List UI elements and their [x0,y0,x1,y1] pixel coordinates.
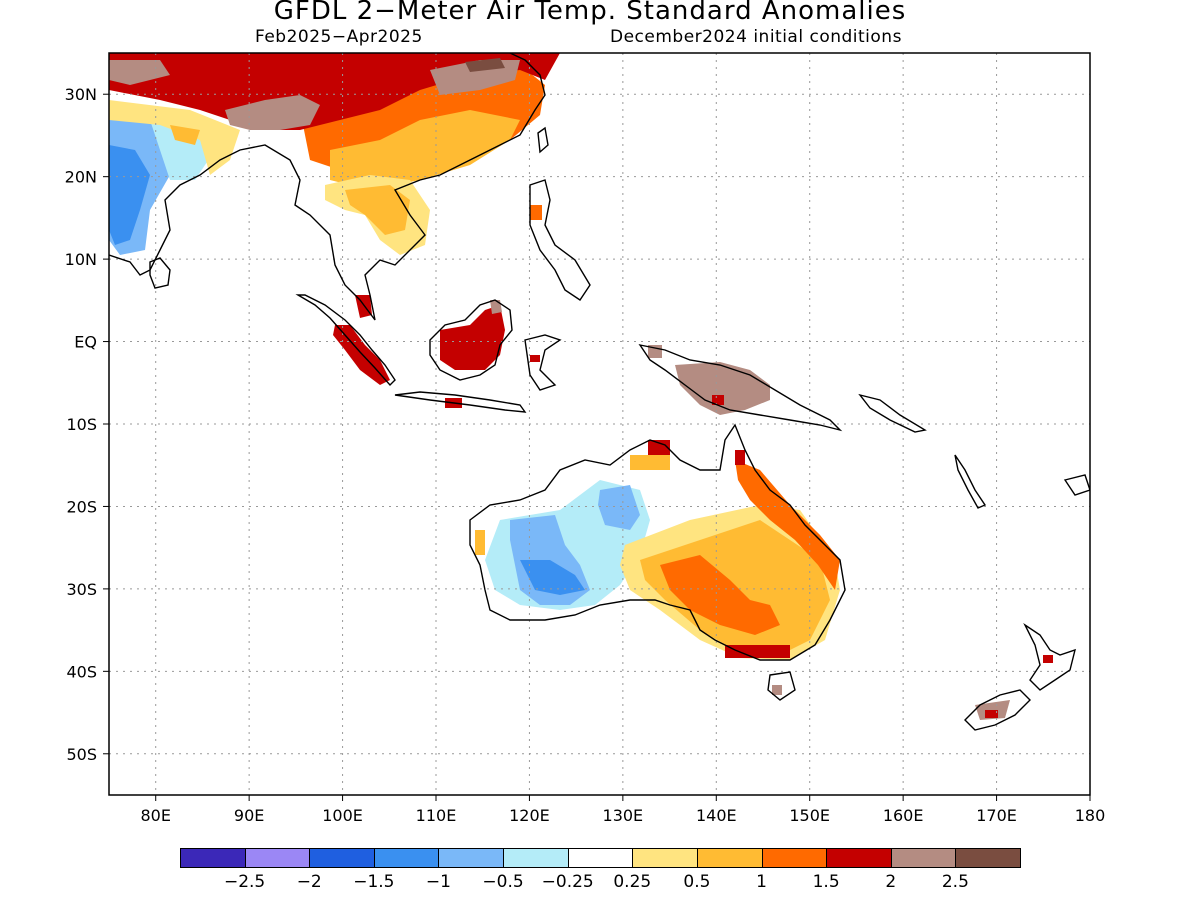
sumatra-anomaly-red [333,325,390,385]
legend-label: −1 [425,872,451,892]
north-china-anomaly-dark [465,58,505,72]
borneo-anomaly-brown [490,300,502,314]
legend-label: 1.5 [812,872,840,892]
lat-label: 20N [65,168,97,187]
coastline-new-guinea [638,343,843,432]
legend-label: 0.5 [683,872,711,892]
victoria-anomaly-red [725,645,790,658]
legend-swatch [244,848,311,868]
color-legend [180,848,1021,870]
coastline-australia [469,423,846,661]
legend-label: 2.5 [941,872,969,892]
tasmania-anomaly-brown [772,685,782,695]
coastlines [109,53,1090,731]
lon-label: 100E [322,806,363,825]
coastline-vanuatu [954,454,987,509]
lon-label: 80E [140,806,170,825]
cape-york-red [735,450,745,465]
legend-label: −0.5 [482,872,524,892]
legend-label: 2 [885,872,897,892]
lat-label: 40S [66,662,97,681]
lat-label: 10S [66,415,97,434]
west-australia-orange [475,530,485,555]
lat-label: EQ [74,333,97,352]
coastline-asia [109,53,546,321]
coastline-sri-lanka [149,257,171,289]
new-zealand-south-red [985,710,998,718]
indochina-anomaly-orange [345,185,410,235]
new-guinea-anomaly-brown [675,362,770,415]
legend-swatch [503,848,569,868]
axis-labels: 30N 20N 10N EQ 10S 20S 30S 40S 50S 80E 90E 100E 110E… [65,85,1106,825]
china-anomaly-yellow [330,110,520,190]
legend-swatch [309,848,375,868]
legend-swatch [761,848,828,868]
coastline-sulawesi [524,334,562,391]
legend-swatch [890,848,957,868]
coastline-solomon-islands [858,393,927,433]
sulawesi-anomaly-red [530,355,540,362]
lon-label: 90E [234,806,264,825]
lat-label: 50S [66,745,97,764]
coastline-java [394,391,527,413]
legend-label: −2 [296,872,322,892]
legend-swatch [826,848,892,868]
new-guinea-anomaly-red [712,395,724,405]
legend-swatch [180,848,246,868]
coastline-fiji [1063,474,1090,496]
coastline-new-zealand-south [964,689,1031,731]
lon-label: 180 [1075,806,1106,825]
lon-label: 120E [509,806,550,825]
lat-label: 30N [65,85,97,104]
forecast-period: Feb2025−Apr2025 [255,27,423,47]
legend-swatch [567,848,634,868]
north-india-anomaly-yellow [109,100,240,175]
east-australia-orange [735,460,840,590]
legend-label: −0.25 [541,872,594,892]
anomaly-field [109,53,1053,720]
lat-label: 20S [66,497,97,516]
australia-anomaly-blue [520,560,585,595]
lon-label: 160E [883,806,924,825]
india-anomaly-blue [109,145,150,245]
coastline-borneo [429,299,513,381]
northwest-anomaly-brown [109,60,170,85]
coastline-philippines [529,179,591,301]
legend-swatch [373,848,440,868]
coastline-new-zealand-north [1023,622,1076,691]
legend-label: 0.25 [613,872,652,892]
legend-swatch [955,848,1021,868]
lat-label: 30S [66,580,97,599]
lon-label: 170E [976,806,1017,825]
legend-swatch [632,848,698,868]
borneo-anomaly-red [440,305,505,370]
initial-conditions: December2024 initial conditions [610,27,902,47]
legend-swatch [438,848,505,868]
new-zealand-anomaly-red [1043,655,1053,663]
coastline-taiwan [537,126,549,154]
tibet-anomaly-brown [225,95,320,130]
legend-label: 1 [756,872,767,892]
coastline-sumatra [295,294,396,387]
lon-label: 140E [696,806,737,825]
lon-label: 110E [416,806,457,825]
north-india-anomaly-orange [170,125,200,145]
lon-label: 130E [603,806,644,825]
legend-label: −1.5 [353,872,395,892]
central-australia-lightblue [598,485,640,530]
north-australia-red [648,440,670,455]
australia-anomaly-darkorange [660,555,780,635]
north-australia-orange [630,455,670,470]
lon-label: 150E [789,806,830,825]
malaysia-anomaly-red [355,295,372,318]
legend-swatch [696,848,763,868]
map-title: GFDL 2−Meter Air Temp. Standard Anomalie… [273,0,907,26]
gridlines [109,53,1090,795]
philippines-anomaly-orange [530,205,542,220]
legend-label: −2.5 [223,872,266,892]
lat-label: 10N [65,250,97,269]
coastline-tasmania [767,671,796,701]
